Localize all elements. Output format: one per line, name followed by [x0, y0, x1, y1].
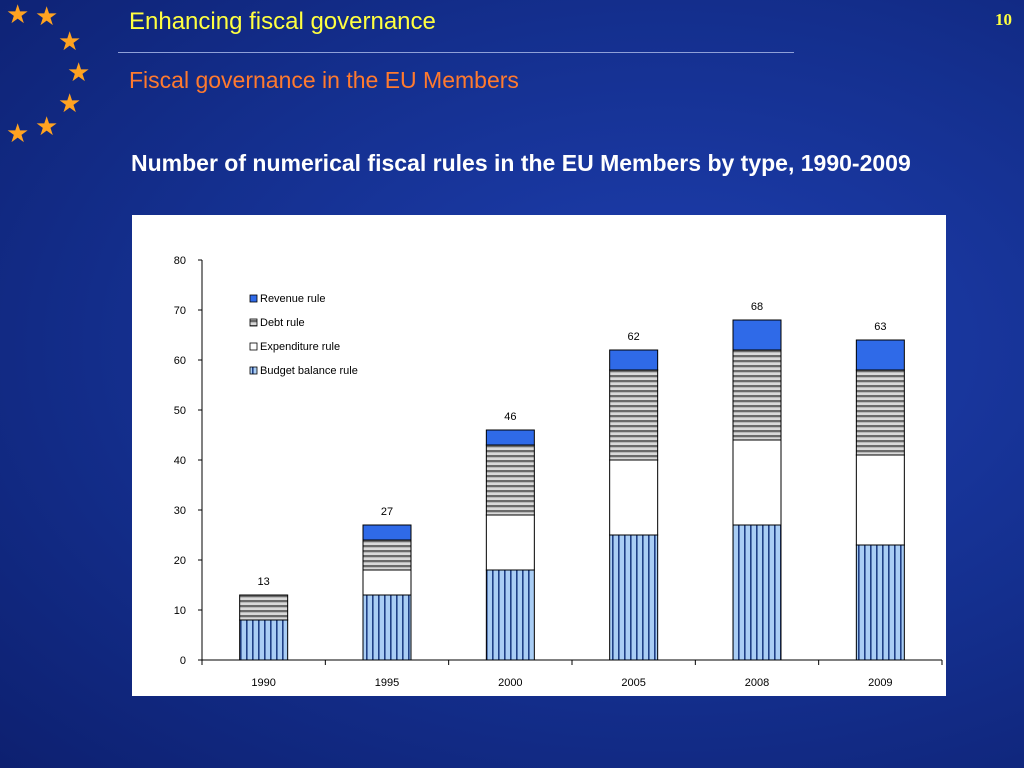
slide-subtitle: Fiscal governance in the EU Members [129, 67, 519, 93]
bar-segment-revenue-rule [485, 429, 535, 446]
eu-star-icon: ★ [35, 2, 59, 32]
eu-star-icon: ★ [6, 119, 30, 149]
eu-star-icon: ★ [67, 58, 91, 88]
bar-segment-debt-rule [732, 349, 782, 441]
y-tick-label: 50 [174, 405, 186, 417]
bar-segment-debt-rule [362, 539, 412, 571]
x-tick-label: 2008 [745, 677, 769, 689]
legend-swatch [249, 318, 258, 327]
legend-label: Revenue rule [260, 293, 325, 305]
title-divider [118, 52, 794, 53]
slide-title: Enhancing fiscal governance [129, 8, 436, 35]
bar-total-label: 13 [258, 576, 270, 588]
chart-area: 0 10 20 30 40 50 60 70 80 1990 13 1995 27 2000 46 2005 6… [132, 215, 946, 696]
bar-segment-budget-balance-rule [362, 594, 412, 661]
bar-segment-revenue-rule [732, 319, 782, 351]
x-tick-label: 2000 [498, 677, 522, 689]
bar-segment-debt-rule [855, 369, 905, 456]
y-tick-label: 80 [174, 255, 186, 267]
bar-segment-expenditure-rule [855, 454, 905, 546]
legend-swatch [249, 366, 258, 375]
bar-segment-revenue-rule [362, 524, 412, 541]
bar-total-label: 62 [628, 331, 640, 343]
stacked-bar-chart: 0 10 20 30 40 50 60 70 80 1990 13 1995 27 2000 46 2005 6… [174, 255, 943, 689]
bar-segment-budget-balance-rule [732, 524, 782, 661]
legend-swatch [249, 342, 258, 351]
legend-swatch [249, 294, 258, 303]
x-tick-label: 2009 [868, 677, 892, 689]
bar-total-label: 27 [381, 506, 393, 518]
legend-label: Expenditure rule [260, 341, 340, 353]
x-tick-label: 1990 [251, 677, 275, 689]
y-tick-label: 40 [174, 455, 186, 467]
x-tick-label: 2005 [621, 677, 645, 689]
y-tick-label: 0 [180, 655, 186, 667]
bar-segment-revenue-rule [609, 349, 659, 371]
y-tick-label: 20 [174, 555, 186, 567]
y-tick-label: 70 [174, 305, 186, 317]
bar-total-label: 46 [504, 411, 516, 423]
bar-segment-expenditure-rule [609, 459, 659, 536]
bar-segment-budget-balance-rule [609, 534, 659, 661]
eu-star-icon: ★ [35, 112, 59, 142]
bar-segment-expenditure-rule [362, 569, 412, 596]
bar-segment-expenditure-rule [732, 439, 782, 526]
bar-segment-budget-balance-rule [485, 569, 535, 661]
bar-segment-expenditure-rule [485, 514, 535, 571]
y-tick-label: 30 [174, 505, 186, 517]
eu-star-icon: ★ [58, 27, 82, 57]
legend-label: Debt rule [260, 317, 305, 329]
bar-segment-budget-balance-rule [855, 544, 905, 661]
y-tick-label: 60 [174, 355, 186, 367]
bar-segment-budget-balance-rule [239, 619, 289, 661]
bar-segment-debt-rule [485, 444, 535, 516]
bar-segment-debt-rule [609, 369, 659, 461]
chart-heading: Number of numerical fiscal rules in the … [131, 150, 911, 176]
legend-label: Budget balance rule [260, 365, 358, 377]
eu-star-icon: ★ [58, 89, 82, 119]
eu-star-icon: ★ [6, 0, 30, 30]
x-tick-label: 1995 [375, 677, 399, 689]
bar-segment-revenue-rule [855, 339, 905, 371]
bar-segment-debt-rule [239, 594, 289, 621]
bar-total-label: 63 [874, 321, 886, 333]
page-number: 10 [995, 10, 1012, 29]
bar-total-label: 68 [751, 301, 763, 313]
y-tick-label: 10 [174, 605, 186, 617]
